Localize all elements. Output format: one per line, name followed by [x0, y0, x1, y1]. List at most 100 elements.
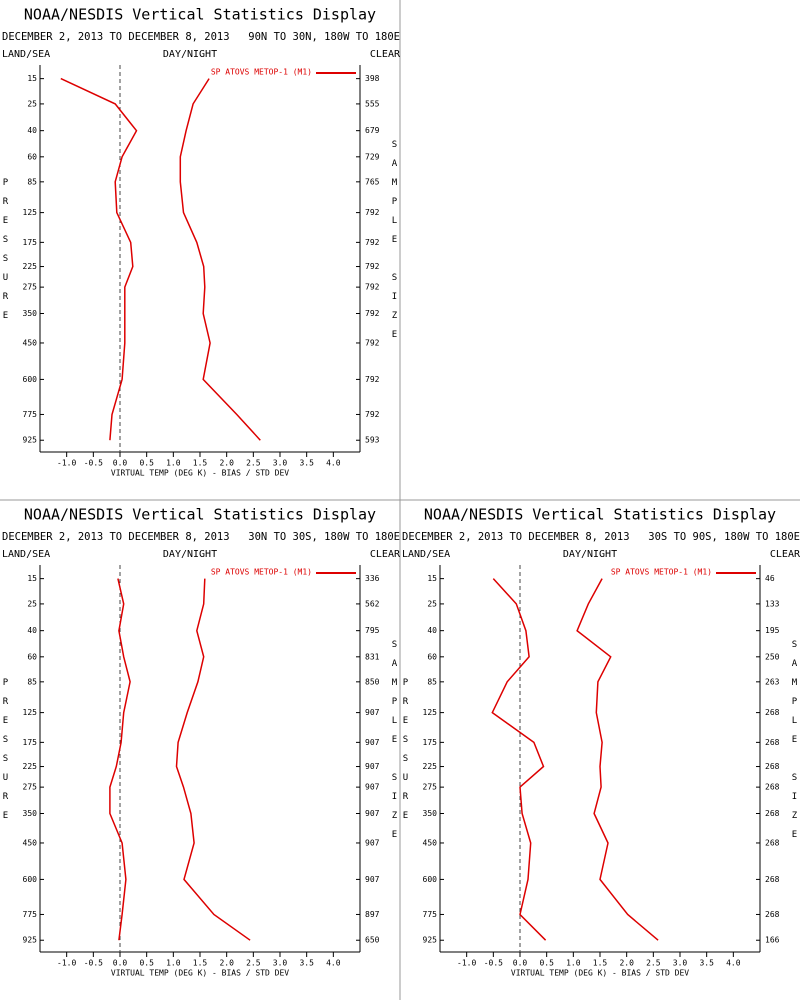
- y-tick-label: 275: [423, 783, 438, 792]
- sample-size: 268: [765, 838, 780, 847]
- sample-size: 268: [765, 910, 780, 919]
- y-tick-label: 85: [27, 177, 37, 186]
- y-tick-label: 925: [23, 936, 38, 945]
- x-tick-label: 2.5: [246, 959, 261, 968]
- y-tick-label: 450: [23, 338, 38, 347]
- x-tick-label: 3.5: [299, 459, 314, 468]
- sample-size: 897: [365, 910, 380, 919]
- y-tick-label: 225: [23, 262, 38, 271]
- sample-size: 133: [765, 599, 780, 608]
- y-tick-label: 600: [23, 875, 38, 884]
- sample-size: 650: [365, 936, 380, 945]
- y-tick-label: 125: [423, 708, 438, 717]
- std-dev-line: [179, 78, 261, 441]
- x-tick-label: 2.5: [646, 959, 661, 968]
- right-header: CLEAR: [370, 549, 401, 560]
- y-tick-label: 175: [423, 738, 438, 747]
- y-tick-label: 60: [427, 652, 437, 661]
- sample-size: 250: [765, 652, 780, 661]
- x-tick-label: -1.0: [457, 959, 476, 968]
- sample-size: 398: [365, 74, 380, 83]
- sample-size: 263: [765, 677, 780, 686]
- sample-size: 268: [765, 875, 780, 884]
- x-tick-label: 3.0: [273, 459, 288, 468]
- x-tick-label: -1.0: [57, 959, 76, 968]
- std-dev-line: [576, 578, 659, 941]
- y-label: PRESSURE: [1, 178, 11, 330]
- title: NOAA/NESDIS Vertical Statistics Display: [424, 506, 776, 524]
- y-tick-label: 775: [23, 410, 38, 419]
- sample-size: 831: [365, 652, 380, 661]
- y-tick-label: 600: [23, 375, 38, 384]
- y-tick-label: 25: [27, 99, 37, 108]
- sample-size: 907: [365, 708, 380, 717]
- y-tick-label: 175: [23, 238, 38, 247]
- x-label: VIRTUAL TEMP (DEG K) - BIAS / STD DEV: [111, 469, 289, 478]
- x-tick-label: 0.5: [139, 959, 154, 968]
- y-tick-label: 15: [27, 574, 37, 583]
- bias-line: [60, 77, 138, 441]
- x-tick-label: 0.5: [539, 959, 554, 968]
- center-header: DAY/NIGHT: [163, 49, 217, 60]
- x-tick-label: 2.5: [246, 459, 261, 468]
- sample-size: 907: [365, 783, 380, 792]
- date-range: DECEMBER 2, 2013 TO DECEMBER 8, 2013: [402, 531, 630, 543]
- y-tick-label: 85: [427, 677, 437, 686]
- region: 30S TO 90S, 180W TO 180E: [648, 531, 800, 543]
- sample-size: 679: [365, 126, 380, 135]
- legend-label: SP ATOVS METOP-1 (M1): [611, 568, 712, 577]
- sample-size: 765: [365, 177, 380, 186]
- center-header: DAY/NIGHT: [563, 549, 617, 560]
- sample-size: 792: [365, 338, 380, 347]
- sample-size: 268: [765, 708, 780, 717]
- y-tick-label: 125: [23, 708, 38, 717]
- sample-size: 268: [765, 783, 780, 792]
- sample-size: 46: [765, 574, 775, 583]
- x-tick-label: 0.0: [513, 959, 528, 968]
- sample-size: 268: [765, 738, 780, 747]
- x-tick-label: 1.5: [593, 959, 608, 968]
- panel: NOAA/NESDIS Vertical Statistics Display D…: [1, 6, 401, 478]
- sample-size: 336: [365, 574, 380, 583]
- sample-size: 792: [365, 375, 380, 384]
- y-tick-label: 275: [23, 283, 38, 292]
- sample-size: 907: [365, 762, 380, 771]
- x-tick-label: 0.0: [113, 459, 128, 468]
- x-tick-label: 0.0: [113, 959, 128, 968]
- left-header: LAND/SEA: [2, 49, 50, 60]
- region: 30N TO 30S, 180W TO 180E: [248, 531, 400, 543]
- y-tick-label: 25: [427, 599, 437, 608]
- sample-size: 795: [365, 626, 380, 635]
- x-tick-label: 1.5: [193, 959, 208, 968]
- x-tick-label: 3.5: [699, 959, 714, 968]
- sample-size: 792: [365, 283, 380, 292]
- y-tick-label: 85: [27, 677, 37, 686]
- x-label: VIRTUAL TEMP (DEG K) - BIAS / STD DEV: [511, 969, 689, 978]
- y-tick-label: 925: [423, 936, 438, 945]
- y-label: PRESSURE: [1, 678, 11, 830]
- sample-size: 268: [765, 809, 780, 818]
- x-tick-label: -0.5: [484, 959, 503, 968]
- y-tick-label: 450: [423, 838, 438, 847]
- left-header: LAND/SEA: [2, 549, 50, 560]
- x-tick-label: 1.5: [193, 459, 208, 468]
- y-tick-label: 25: [27, 599, 37, 608]
- x-tick-label: 1.0: [166, 959, 181, 968]
- y2-label: SAMPLE SIZE: [390, 640, 400, 849]
- y-tick-label: 225: [423, 762, 438, 771]
- sample-size: 792: [365, 208, 380, 217]
- sample-size: 166: [765, 936, 780, 945]
- title: NOAA/NESDIS Vertical Statistics Display: [24, 506, 376, 524]
- y-tick-label: 125: [23, 208, 38, 217]
- y-tick-label: 600: [423, 875, 438, 884]
- y-tick-label: 350: [23, 809, 38, 818]
- y2-label: SAMPLE SIZE: [790, 640, 800, 849]
- x-tick-label: 4.0: [726, 959, 741, 968]
- x-tick-label: 2.0: [619, 959, 634, 968]
- x-tick-label: 2.0: [219, 459, 234, 468]
- sample-size: 268: [765, 762, 780, 771]
- x-tick-label: -1.0: [57, 459, 76, 468]
- y-tick-label: 350: [423, 809, 438, 818]
- sample-size: 593: [365, 436, 380, 445]
- bias-line: [109, 578, 131, 941]
